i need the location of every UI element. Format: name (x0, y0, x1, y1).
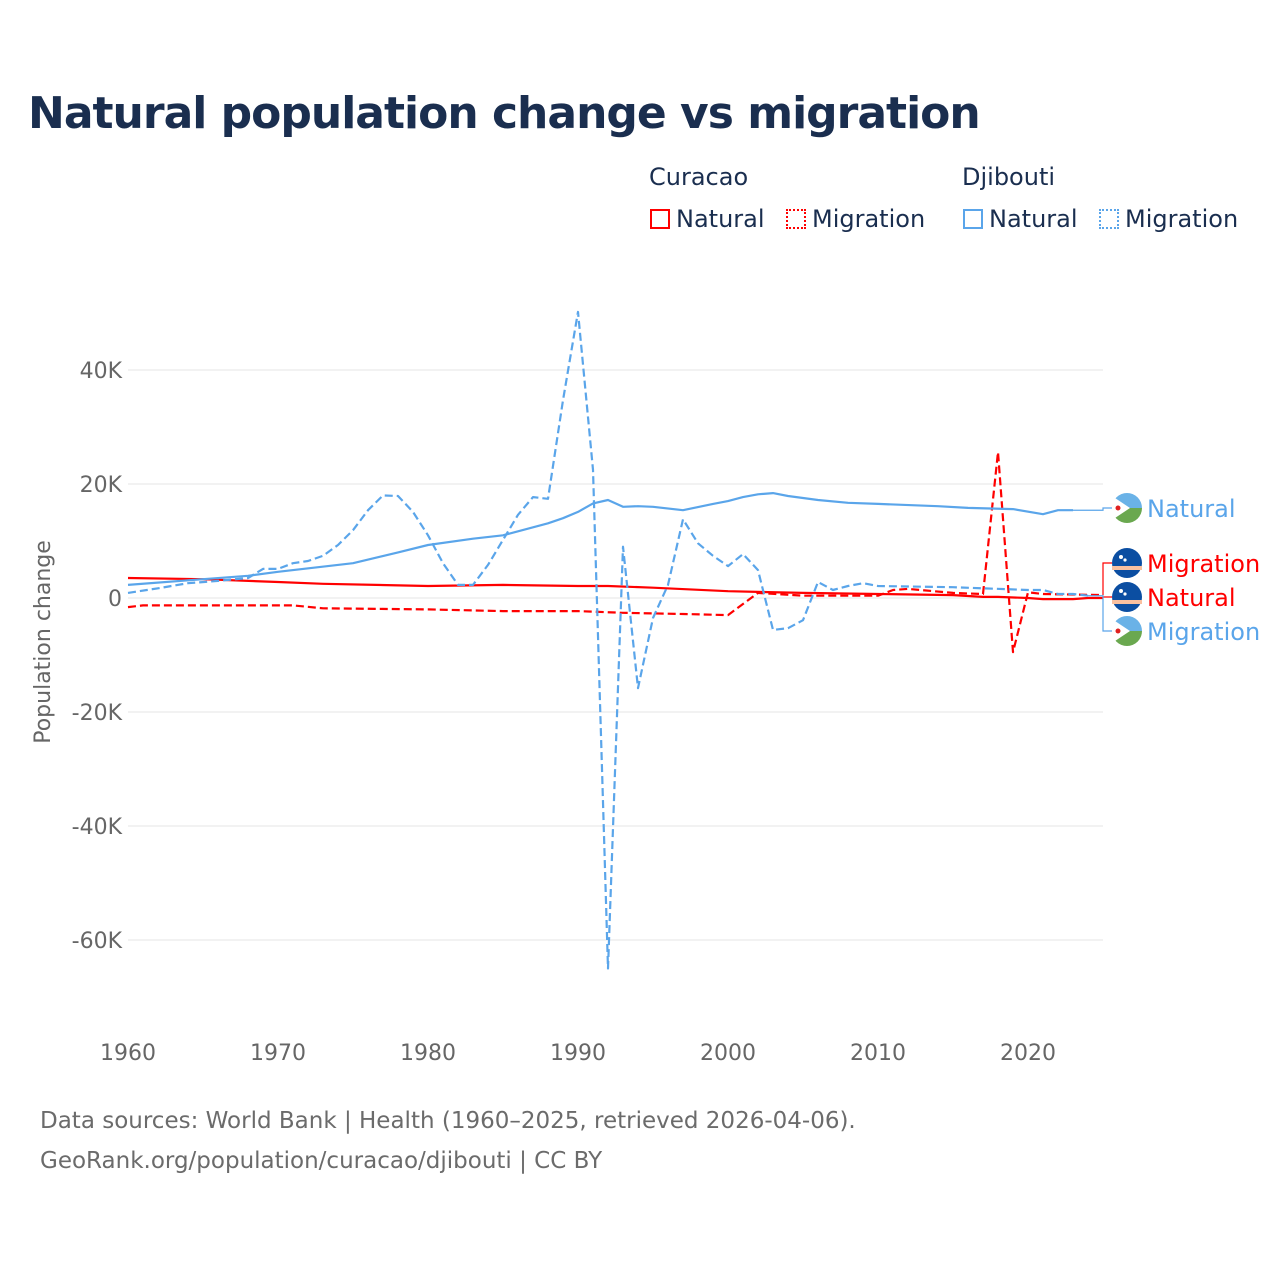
flag-star (1123, 592, 1127, 596)
flag-star (1119, 555, 1123, 559)
flag-green-half (1112, 508, 1142, 523)
series-line-djibouti-migration (127, 310, 1089, 970)
label-connector (1088, 595, 1112, 632)
chart-title: Natural population change vs migration (28, 88, 981, 139)
flag-triangle (1112, 496, 1130, 520)
footer-sources: Data sources: World Bank | Health (1960–… (40, 1108, 856, 1134)
flag-star (1123, 558, 1127, 562)
flag-green-half (1112, 631, 1142, 646)
end-label-curacao-natural: Natural (1147, 584, 1236, 612)
legend-swatch-solid-red (650, 209, 670, 229)
series-line-curacao-natural (127, 576, 1103, 601)
y-tick-label: -60K (72, 929, 123, 954)
flag-triangle (1112, 619, 1130, 643)
flag-stripe (1112, 566, 1142, 570)
x-tick-label: 1990 (550, 1041, 606, 1066)
flag-star (1115, 505, 1121, 511)
label-connector (1102, 596, 1112, 598)
flag-field (1112, 548, 1142, 578)
legend-group-djibouti: Djibouti (962, 163, 1056, 191)
flag-blue-half (1112, 493, 1142, 508)
flag-field (1112, 582, 1142, 612)
legend-label: Migration (812, 205, 926, 233)
y-tick-label: 20K (80, 473, 123, 498)
curacao-flag-icon (1112, 582, 1142, 612)
flag-stripe (1112, 600, 1142, 604)
legend-swatch-dotted-red (786, 209, 806, 229)
y-axis-label: Population change (31, 540, 56, 744)
x-tick-label: 2020 (1000, 1041, 1056, 1066)
x-tick-label: 1970 (250, 1041, 306, 1066)
y-tick-label: 40K (80, 359, 123, 384)
legend-group-curacao: Curacao (649, 163, 749, 191)
djibouti-flag-icon (1112, 616, 1142, 646)
djibouti-flag-icon (1112, 493, 1142, 523)
end-label-curacao-migration: Migration (1147, 550, 1260, 578)
legend-label: Migration (1125, 205, 1239, 233)
x-tick-label: 1980 (400, 1041, 456, 1066)
x-tick-label: 1960 (100, 1041, 156, 1066)
legend-djibouti-migration[interactable]: Migration (1099, 205, 1238, 233)
legend-curacao-migration[interactable]: Migration (786, 205, 925, 233)
curacao-flag-icon (1112, 548, 1142, 578)
flag-star (1115, 628, 1121, 634)
series-line-curacao-migration (127, 451, 1104, 654)
x-tick-label: 2010 (850, 1041, 906, 1066)
legend-curacao-natural[interactable]: Natural (650, 205, 765, 233)
y-tick-label: -20K (72, 701, 123, 726)
legend-label: Natural (676, 205, 765, 233)
flag-star (1119, 589, 1123, 593)
legend-djibouti-natural[interactable]: Natural (963, 205, 1078, 233)
y-tick-label: -40K (72, 815, 123, 840)
series-line-djibouti-natural (127, 492, 1073, 586)
legend-label: Natural (989, 205, 1078, 233)
x-tick-label: 2000 (700, 1041, 756, 1066)
label-connector (1102, 562, 1112, 596)
end-label-djibouti-natural: Natural (1147, 495, 1236, 523)
flag-blue-half (1112, 616, 1142, 631)
legend-swatch-solid-blue (963, 209, 983, 229)
y-tick-label: 0 (108, 587, 122, 612)
legend-swatch-dotted-blue (1099, 209, 1119, 229)
footer-link[interactable]: GeoRank.org/population/curacao/djibouti … (40, 1148, 603, 1174)
end-label-djibouti-migration: Migration (1147, 618, 1260, 646)
label-connector (1073, 507, 1112, 511)
